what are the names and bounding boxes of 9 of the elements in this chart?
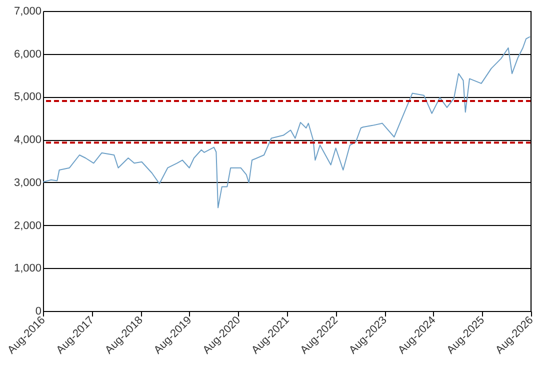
y-tick-label: 5,000: [14, 91, 42, 104]
y-tick-label: 4,000: [14, 134, 42, 146]
line-series: [42, 36, 531, 208]
y-tick-label: 3,000: [14, 176, 42, 189]
y-tick-label: 1,000: [14, 262, 42, 275]
y-tick-label: 7,000: [14, 6, 42, 18]
y-tick-label: 6,000: [14, 48, 42, 60]
y-tick-label: 2,000: [14, 220, 42, 232]
y-tick-label: 0: [35, 306, 42, 318]
